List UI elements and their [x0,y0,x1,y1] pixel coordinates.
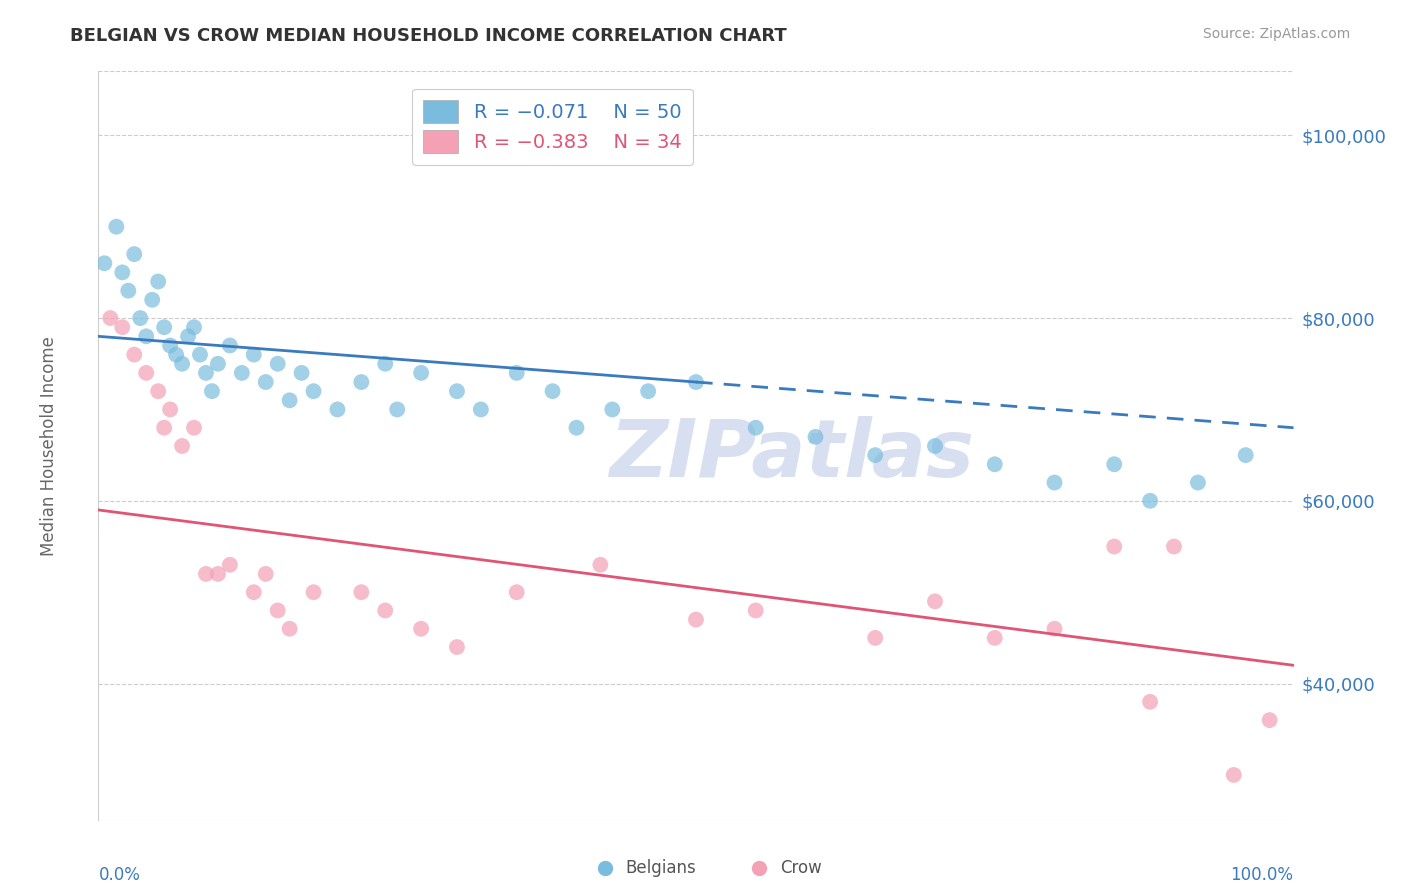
Point [267,603,290,617]
Point [207,566,229,581]
Point [254,566,277,581]
Point [188,348,211,362]
Point [98,311,122,326]
Point [278,393,301,408]
Text: Crow: Crow [780,859,823,877]
Point [541,384,564,399]
Point [326,402,349,417]
Point [745,603,768,617]
Text: 100.0%: 100.0% [1230,866,1294,884]
Point [1043,622,1066,636]
Point [924,594,946,608]
Point [278,622,301,636]
Point [93,256,115,270]
Point [446,384,468,399]
Point [924,439,946,453]
Point [350,585,373,599]
Point [984,631,1007,645]
Text: BELGIAN VS CROW MEDIAN HOUSEHOLD INCOME CORRELATION CHART: BELGIAN VS CROW MEDIAN HOUSEHOLD INCOME … [70,27,787,45]
Point [385,402,409,417]
Point [111,265,134,279]
Point [153,320,176,334]
Point [1258,713,1281,727]
Point [159,338,181,352]
Text: Source: ZipAtlas.com: Source: ZipAtlas.com [1202,27,1350,41]
Point [302,384,325,399]
Point [411,366,433,380]
Point [172,357,194,371]
Point [374,357,396,371]
Point [446,640,468,654]
Point [350,375,373,389]
Point [804,430,827,444]
Point [165,348,187,362]
Point [135,329,157,343]
Point [1104,457,1126,471]
Text: 0.0%: 0.0% [98,866,141,884]
Point [637,384,659,399]
Point [374,603,396,617]
Point [219,338,242,352]
Point [1234,448,1257,462]
Point [159,402,181,417]
Text: ZIPatlas: ZIPatlas [609,417,974,494]
Point [195,366,218,380]
Point [117,284,139,298]
Point [1223,768,1246,782]
Point [745,421,768,435]
Point [135,366,157,380]
Point [984,457,1007,471]
Point [207,357,229,371]
Point [1043,475,1066,490]
Point [148,275,170,289]
Point [243,585,266,599]
Point [254,375,277,389]
Point [302,585,325,599]
Point [685,375,707,389]
Point [153,421,176,435]
Point [506,585,529,599]
Point [124,348,146,362]
Point [195,566,218,581]
Point [589,558,612,572]
Point [111,320,134,334]
Point [267,357,290,371]
Point [506,366,529,380]
Point [243,348,266,362]
Text: Median Household Income: Median Household Income [41,336,58,556]
Point [1139,695,1161,709]
Point [291,366,314,380]
Point [865,631,887,645]
Point [685,613,707,627]
Point [201,384,224,399]
Point [141,293,163,307]
Point [105,219,128,234]
Point [219,558,242,572]
Point [1139,493,1161,508]
Legend: R = −0.071    N = 50, R = −0.383    N = 34: R = −0.071 N = 50, R = −0.383 N = 34 [412,88,693,165]
Point [1104,540,1126,554]
Point [565,421,588,435]
Point [411,622,433,636]
Point [865,448,887,462]
Point [602,402,624,417]
Point [183,320,205,334]
Point [1163,540,1185,554]
Point [231,366,253,380]
Point [593,861,616,875]
Point [148,384,170,399]
Point [470,402,492,417]
Point [172,439,194,453]
Point [177,329,200,343]
Point [748,861,770,875]
Text: Belgians: Belgians [626,859,696,877]
Point [129,311,152,326]
Point [1187,475,1209,490]
Point [124,247,146,261]
Point [183,421,205,435]
